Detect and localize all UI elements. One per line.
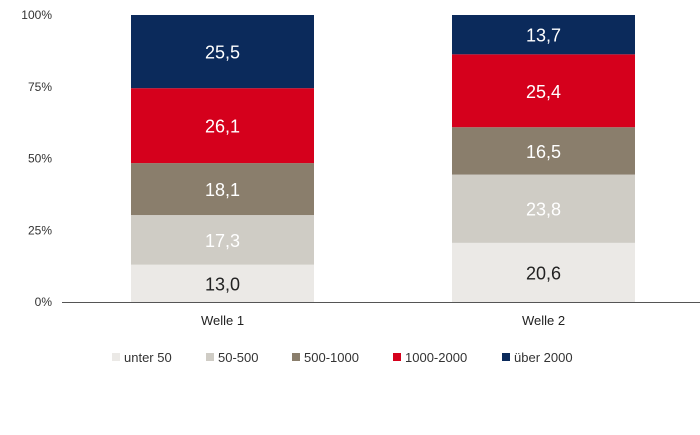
legend: unter 50 50-500 500-1000 1000-2000 über 2000 (112, 350, 573, 365)
bar-segment (452, 174, 635, 243)
data-label: 23,8 (526, 200, 561, 220)
legend-swatch (393, 353, 401, 361)
data-label: 25,5 (205, 43, 240, 63)
y-tick-label: 75% (28, 80, 52, 94)
bar-segment (131, 163, 314, 216)
y-tick-label: 100% (21, 8, 52, 22)
data-label: 16,5 (526, 142, 561, 162)
legend-label: 500-1000 (304, 350, 359, 365)
bar-segment (131, 88, 314, 164)
bar-segment (452, 127, 635, 175)
bar-segment (131, 15, 314, 89)
data-label: 18,1 (205, 180, 240, 200)
legend-swatch (206, 353, 214, 361)
y-tick-label: 0% (35, 295, 53, 309)
data-label: 13,7 (526, 26, 561, 46)
legend-label: unter 50 (124, 350, 172, 365)
data-label: 26,1 (205, 117, 240, 137)
legend-label: über 2000 (514, 350, 573, 365)
x-axis-labels: Welle 1 Welle 2 (201, 313, 565, 328)
data-label: 25,4 (526, 82, 561, 102)
legend-swatch (502, 353, 510, 361)
bar-segment (452, 54, 635, 128)
data-label: 13,0 (205, 274, 240, 294)
legend-label: 50-500 (218, 350, 258, 365)
bar-segment (131, 215, 314, 265)
bar-segment (452, 15, 635, 55)
legend-label: 1000-2000 (405, 350, 467, 365)
legend-swatch (292, 353, 300, 361)
bars: 13,0 17,3 18,1 26,1 25,5 20,6 23,8 16,5 25,4 13,7 (131, 15, 635, 302)
category-label: Welle 2 (522, 313, 565, 328)
y-tick-label: 50% (28, 152, 52, 166)
y-tick-label: 25% (28, 223, 52, 237)
data-label: 17,3 (205, 231, 240, 251)
legend-swatch (112, 353, 120, 361)
bar-segment (452, 242, 635, 302)
y-axis: 0% 25% 50% 75% 100% (21, 8, 52, 309)
category-label: Welle 1 (201, 313, 244, 328)
data-label: 20,6 (526, 263, 561, 283)
bar-segment (131, 264, 314, 302)
